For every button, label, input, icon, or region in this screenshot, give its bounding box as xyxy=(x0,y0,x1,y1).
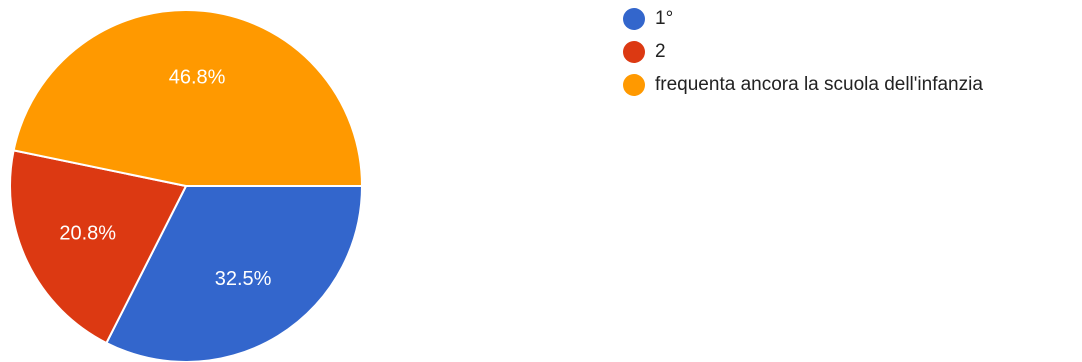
slice-value-label-2: 20.8% xyxy=(59,222,116,244)
slice-value-label-3: 46.8% xyxy=(169,66,226,88)
legend-label: frequenta ancora la scuola dell'infanzia xyxy=(655,74,983,95)
legend-swatch-icon xyxy=(623,74,645,96)
pie-slice-3[interactable] xyxy=(12,9,364,187)
legend-item-1[interactable]: 1° xyxy=(623,6,983,32)
legend-label: 1° xyxy=(655,8,674,29)
legend-item-2[interactable]: 2 xyxy=(623,39,983,65)
slice-value-label-1: 32.5% xyxy=(215,268,272,290)
legend-label: 2 xyxy=(655,41,666,62)
legend-swatch-icon xyxy=(623,8,645,30)
pie-slice-1[interactable] xyxy=(105,185,364,362)
legend-item-3[interactable]: frequenta ancora la scuola dell'infanzia xyxy=(623,72,983,98)
legend: 1° 2 frequenta ancora la scuola dell'inf… xyxy=(623,6,983,105)
pie-slice-2[interactable] xyxy=(9,149,188,345)
legend-swatch-icon xyxy=(623,41,645,63)
pie-chart-svg: 32.5% 20.8% 46.8% xyxy=(9,9,364,362)
